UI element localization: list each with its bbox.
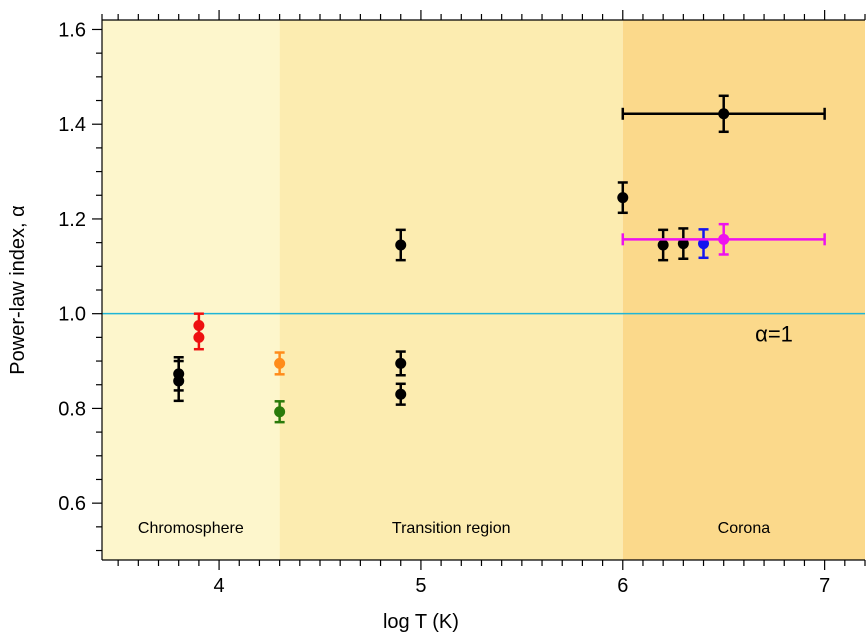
y-tick-label: 1.2 [58,209,86,231]
reference-line-label: α=1 [755,322,793,347]
y-tick-label: 1.0 [58,304,86,326]
data-point-group [173,359,185,403]
data-point [718,233,730,245]
data-point [718,108,730,120]
region-label: Corona [718,520,771,537]
data-point [698,238,710,250]
data-point [395,357,407,369]
data-point [274,406,286,418]
data-point-group [274,351,286,376]
x-tick-label: 4 [214,575,225,597]
data-point [274,357,286,369]
axes: 4 5 6 7 0.6 0.8 1.0 1.2 1.4 1.6 [58,10,866,597]
y-tick-label: 1.6 [58,19,86,41]
data-point-group [395,382,407,406]
region-band [102,20,280,560]
y-tick-label: 0.8 [58,398,86,420]
data-point-group [677,227,689,260]
data-point-group [621,94,826,134]
data-point-group [657,228,669,262]
y-tick-label: 1.4 [58,114,86,136]
data-point [617,192,629,204]
region-label: Transition region [392,520,511,537]
x-tick-label: 7 [819,575,830,597]
data-point [395,239,407,251]
region-band [622,20,865,560]
y-tick-label: 0.6 [58,493,86,515]
data-point [677,238,689,250]
data-point-group [617,181,629,215]
region-bands: Chromosphere Transition region Corona [102,20,865,560]
region-label: Chromosphere [138,520,244,537]
data-point-group [621,222,826,256]
data-point [193,331,205,343]
data-point-group [698,228,710,260]
data-point-group [395,350,407,377]
data-point [173,375,185,387]
x-axis-label: log T (K) [383,611,459,633]
data-point [657,239,669,251]
chart-labels: log T (K) Power-law index, α α=1 [7,205,793,633]
data-point-group [274,400,286,424]
data-points [173,94,826,424]
x-tick-label: 5 [415,575,426,597]
y-axis-label: Power-law index, α [7,205,29,374]
data-point-group [193,324,205,351]
region-band [279,20,623,560]
data-point [395,388,407,400]
x-tick-label: 6 [617,575,628,597]
data-point-group [395,228,407,262]
